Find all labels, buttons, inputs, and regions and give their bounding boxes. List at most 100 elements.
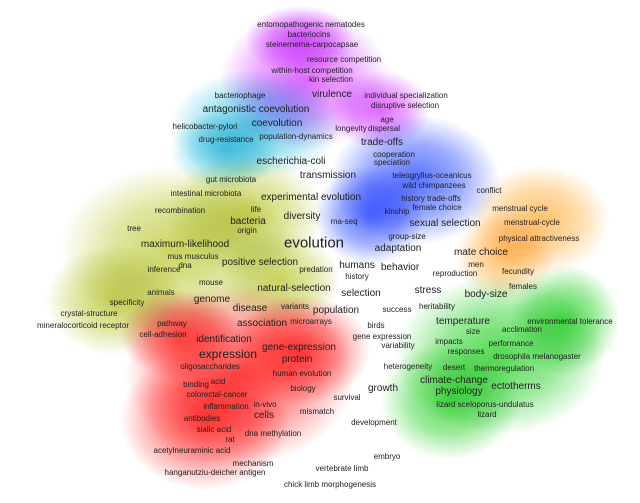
term-label: stress xyxy=(414,285,442,296)
term-label: climate-change xyxy=(420,375,488,386)
term-label: bacteria xyxy=(230,216,266,227)
term-label: pathway xyxy=(157,319,187,328)
term-label: entomopathogenic nematodes xyxy=(257,20,365,29)
term-label: development xyxy=(351,418,397,427)
term-label: desert xyxy=(442,363,466,372)
term-label: growth xyxy=(367,383,399,394)
term-label: virulence xyxy=(311,89,353,100)
term-label: success xyxy=(382,305,412,314)
term-label: mechanism xyxy=(232,459,274,468)
term-label: human evolution xyxy=(272,369,332,378)
term-label: cell-adhesion xyxy=(139,330,187,339)
term-label: wild chimpanzees xyxy=(402,181,466,190)
term-label: positive selection xyxy=(221,257,299,268)
term-label: crystal-structure xyxy=(60,309,118,318)
term-label: men xyxy=(468,260,484,269)
term-label: intestinal microbiota xyxy=(170,189,242,198)
term-label: reproduction xyxy=(432,269,478,278)
term-label: speciation xyxy=(373,158,411,167)
term-label: experimental evolution xyxy=(260,192,362,203)
term-label: environmental tolerance xyxy=(527,317,613,326)
term-label: heritability xyxy=(418,302,456,311)
term-label: behavior xyxy=(380,262,420,273)
term-label: colorectal-cancer xyxy=(186,390,248,399)
term-label: natural-selection xyxy=(257,283,331,294)
term-label: physical attractiveness xyxy=(498,234,580,243)
term-label: mus musculus xyxy=(167,252,219,261)
term-label: mate choice xyxy=(454,247,508,258)
term-label: coevolution xyxy=(251,118,303,129)
term-label: association xyxy=(236,318,288,329)
term-label: inference xyxy=(147,265,181,274)
term-label: kinship xyxy=(384,207,410,216)
term-label: age xyxy=(380,115,394,124)
term-label: vertebrate limb xyxy=(315,464,369,473)
term-label: physiology xyxy=(435,386,483,397)
term-label: rat xyxy=(225,435,235,444)
term-label: temperature xyxy=(436,316,490,327)
term-label: menstrual cycle xyxy=(492,204,548,213)
term-label: history trade-offs xyxy=(401,194,461,203)
term-label: within-host competition xyxy=(271,66,353,75)
term-label: rna-seq xyxy=(330,217,358,226)
term-label: cooperation xyxy=(373,150,415,159)
term-label: body-size xyxy=(464,289,508,300)
term-label: sexual selection xyxy=(409,218,481,229)
term-label: kin selection xyxy=(308,75,354,84)
term-label: responses xyxy=(447,347,485,356)
term-label: bacteriophage xyxy=(214,91,266,100)
term-label: escherichia-coli xyxy=(256,156,326,167)
term-label: dispersal xyxy=(367,124,401,133)
term-label: hanganutziu-deicher antigen xyxy=(164,468,266,477)
term-label: helicobacter-pylori xyxy=(172,122,238,131)
term-label: dna methylation xyxy=(244,429,302,438)
term-label: individual specialization xyxy=(364,91,448,100)
term-label: lizard sceloporus-undulatus xyxy=(436,400,534,409)
term-label: recombination xyxy=(154,206,206,215)
term-label: genome xyxy=(193,294,231,305)
term-label: life xyxy=(250,205,262,214)
term-label: microarrays xyxy=(290,317,332,326)
term-label: cells xyxy=(253,410,275,421)
term-label: resource competition xyxy=(306,55,382,64)
term-label: female choice xyxy=(412,203,462,212)
term-label: fecundity xyxy=(501,267,535,276)
term-label: steinernema-carpocapsae xyxy=(265,40,359,49)
term-label: embryo xyxy=(373,452,401,461)
term-label: maximum-likelihood xyxy=(140,239,230,250)
term-label: binding xyxy=(183,380,209,389)
term-label: variability xyxy=(381,341,415,350)
term-label: gut microbiota xyxy=(205,175,257,184)
term-label: biology xyxy=(290,384,316,393)
term-label: in-vivo xyxy=(253,400,277,409)
term-label: specificity xyxy=(109,298,145,307)
term-label: inflammation xyxy=(203,402,249,411)
term-label: antibodies xyxy=(183,414,221,423)
term-label: population-dynamics xyxy=(259,132,333,141)
term-label: longevity xyxy=(335,124,367,133)
term-label: lizard xyxy=(477,410,497,419)
term-label: ectotherms xyxy=(491,381,541,392)
term-label: tree xyxy=(127,224,141,233)
term-label: mouse xyxy=(198,278,224,287)
term-label: birds xyxy=(367,321,385,330)
term-label: evolution xyxy=(283,234,345,252)
term-label: selection xyxy=(341,288,381,299)
term-label: adaptation xyxy=(374,243,422,254)
term-label: performance xyxy=(488,339,534,348)
term-label: humans xyxy=(339,260,375,271)
term-label: acid xyxy=(210,377,226,386)
term-label: size xyxy=(465,327,481,336)
term-label: diversity xyxy=(283,211,321,222)
term-label: origin xyxy=(237,226,257,235)
term-label: predation xyxy=(299,265,333,274)
term-label: teleogryllus-oceanicus xyxy=(392,171,472,180)
term-label: identification xyxy=(196,334,252,345)
term-label: dna xyxy=(178,261,192,270)
term-label: mismatch xyxy=(299,407,335,416)
term-label: heterogeneity xyxy=(383,362,433,371)
term-label: disruptive selection xyxy=(370,101,440,110)
